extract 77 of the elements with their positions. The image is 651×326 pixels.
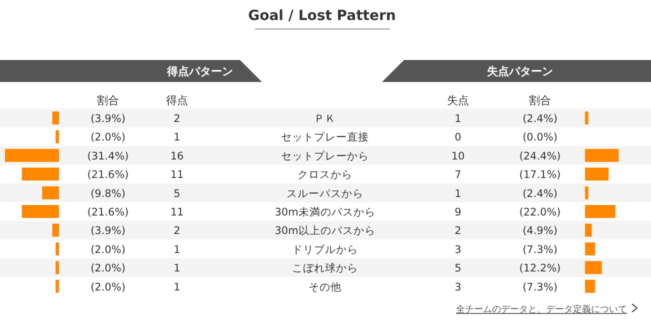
y-tick-label: クロスから xyxy=(298,169,352,182)
text: (2.4%) xyxy=(522,113,558,125)
bar xyxy=(5,148,59,162)
text: 得点パターン xyxy=(166,65,233,78)
data-label: 11 xyxy=(170,169,184,182)
data-label: 7 xyxy=(454,169,462,182)
y-tick-label: ドリブルから xyxy=(292,242,358,256)
text: (31.4%) xyxy=(87,150,129,162)
text: (7.3%) xyxy=(522,244,558,256)
data-label: 1 xyxy=(174,281,180,294)
text: (3.9%) xyxy=(90,113,126,125)
text: 失点 xyxy=(447,94,469,107)
text: (0.0%) xyxy=(522,132,558,144)
bar xyxy=(56,130,59,144)
text: (2.0%) xyxy=(90,262,126,275)
text: (2.0%) xyxy=(90,244,126,256)
y-tick-label: その他 xyxy=(308,281,342,294)
data-label: 9 xyxy=(454,206,462,218)
bar xyxy=(585,168,609,181)
data-label: 1 xyxy=(174,244,180,256)
data-label: 1 xyxy=(174,132,180,144)
bar xyxy=(585,186,588,200)
data-label: 16 xyxy=(170,150,184,162)
chart-title: 失点パターン xyxy=(487,65,553,78)
bar xyxy=(585,280,596,293)
y-tick-label: 30m未満のパスから xyxy=(274,206,376,218)
bar xyxy=(585,112,588,124)
data-label: 11 xyxy=(170,206,184,218)
bar xyxy=(22,168,59,181)
text: (24.4%) xyxy=(519,150,561,162)
text: 割合 xyxy=(97,94,119,107)
data-label: 1 xyxy=(454,113,462,125)
text: (9.8%) xyxy=(90,188,126,200)
y-tick-label: ＰＫ xyxy=(314,113,336,125)
text: (3.9%) xyxy=(90,225,126,238)
data-label: 10 xyxy=(451,150,465,162)
bar xyxy=(585,205,616,218)
y-tick-label: 30m以上のパスから xyxy=(274,224,376,238)
bar xyxy=(56,261,59,274)
y-tick-label: スルーパスから xyxy=(286,188,364,200)
data-label: 2 xyxy=(174,113,180,125)
bar xyxy=(42,186,59,200)
text: (21.6%) xyxy=(87,206,129,218)
y-tick-label: こぼれ球から xyxy=(292,262,358,275)
data-label: 5 xyxy=(174,188,180,200)
text: (22.0%) xyxy=(519,206,561,218)
bar xyxy=(52,112,59,124)
bar xyxy=(585,148,619,162)
data-label: 2 xyxy=(454,225,462,238)
text: (2.0%) xyxy=(90,281,126,294)
bar xyxy=(585,261,602,274)
data-label: 2 xyxy=(174,225,180,238)
data-label: 0 xyxy=(454,132,462,144)
text: 割合 xyxy=(529,94,551,107)
data-label: 3 xyxy=(454,281,462,294)
data-label: 3 xyxy=(454,244,462,256)
text: 得点 xyxy=(166,94,188,107)
text: (12.2%) xyxy=(519,262,561,275)
bar xyxy=(56,280,59,293)
text: (2.0%) xyxy=(90,132,126,144)
bar xyxy=(22,205,59,218)
text: (2.4%) xyxy=(522,188,558,200)
text: (21.6%) xyxy=(87,169,129,182)
text: (17.1%) xyxy=(519,169,561,182)
bar xyxy=(56,242,59,256)
y-tick-label: セットプレー直接 xyxy=(281,130,369,144)
text: (4.9%) xyxy=(522,225,558,238)
text: 全チームのデータと、データ定義について xyxy=(456,304,627,315)
data-label: 5 xyxy=(454,262,462,275)
text: (7.3%) xyxy=(522,281,558,294)
bar xyxy=(585,224,592,237)
y-tick-label: セットプレーから xyxy=(281,149,369,162)
bar xyxy=(52,224,59,237)
text: Goal / Lost Pattern xyxy=(248,8,396,24)
bar xyxy=(585,242,596,256)
data-label: 1 xyxy=(454,188,462,200)
data-label: 1 xyxy=(174,262,180,275)
